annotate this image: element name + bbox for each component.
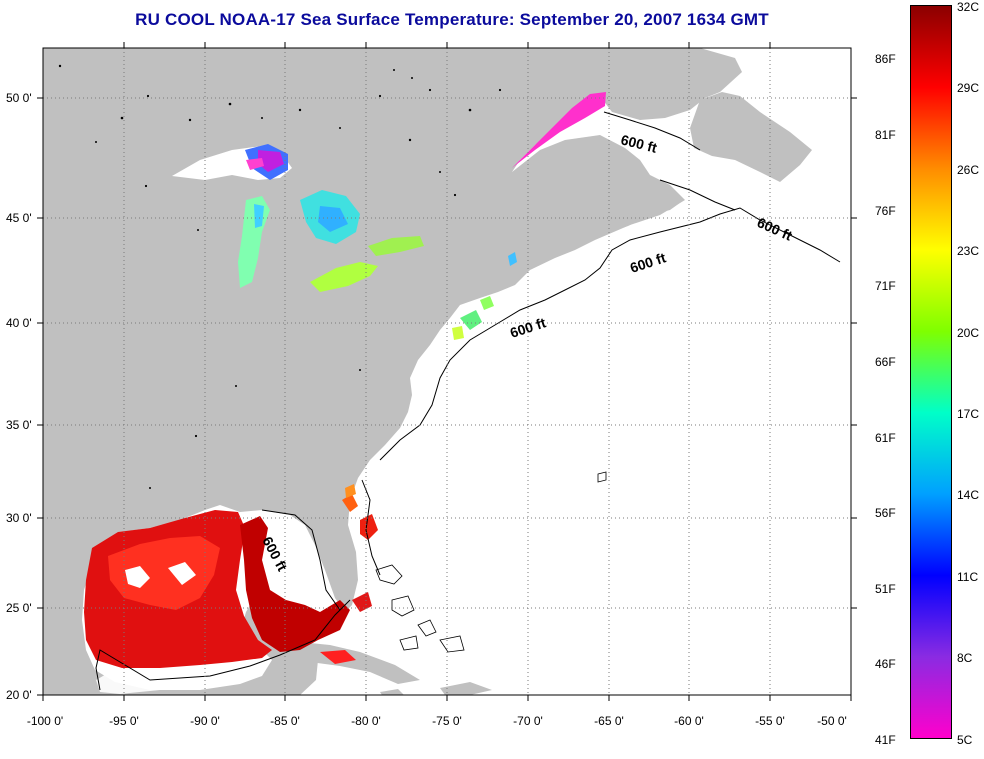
gulf-sst: [84, 484, 378, 694]
north-america-land: [43, 48, 742, 695]
lake-ontario: [368, 236, 424, 256]
lake-erie: [310, 262, 378, 292]
colorbar-f-label-61: 61F: [875, 431, 896, 445]
lon-label-100: -100 0': [26, 714, 64, 728]
lat-label-45: 45 0': [6, 211, 32, 225]
colorbar-f-label-51: 51F: [875, 582, 896, 596]
colorbar-c-label-11: 11C: [957, 570, 979, 584]
lat-label-35: 35 0': [6, 418, 32, 432]
pei-land: [620, 176, 652, 186]
lon-label-70: -70 0': [513, 714, 543, 728]
lon-label-55: -55 0': [755, 714, 785, 728]
colorbar-c-label-32: 32C: [957, 0, 980, 14]
colorbar-c-label-20: 20C: [957, 326, 980, 340]
colorbar-c-label-26: 26C: [957, 163, 980, 177]
temperature-colorbar: [910, 5, 952, 739]
lat-label-50: 50 0': [6, 91, 32, 105]
st-lawrence-sst: [512, 92, 606, 168]
cuba-land: [270, 642, 420, 684]
lat-label-25: 25 0': [6, 601, 32, 615]
coastal-sst-specks: [452, 252, 517, 340]
lon-label-90: -90 0': [190, 714, 220, 728]
colorbar-f-label-71: 71F: [875, 279, 896, 293]
hispaniola-land: [440, 682, 492, 695]
colorbar-f-label-46: 46F: [875, 657, 896, 671]
lon-label-85: -85 0': [270, 714, 300, 728]
lon-label-95: -95 0': [109, 714, 139, 728]
lat-label-40: 40 0': [6, 316, 32, 330]
axis-ticks: [37, 42, 857, 701]
lat-label-30: 30 0': [6, 511, 32, 525]
colorbar-c-label-5: 5C: [957, 733, 973, 747]
jamaica-land: [380, 689, 404, 695]
colorbar-c-label-17: 17C: [957, 407, 980, 421]
isobath-lines: [95, 111, 841, 691]
lon-label-65: -65 0': [594, 714, 624, 728]
graticule: [43, 48, 851, 695]
colorbar-c-label-14: 14C: [957, 488, 980, 502]
nova-scotia-land: [600, 192, 684, 232]
colorbar-c-label-8: 8C: [957, 651, 973, 665]
lon-label-50: -50 0': [817, 714, 847, 728]
newfoundland-land: [690, 92, 812, 182]
lon-label-80: -80 0': [351, 714, 381, 728]
lon-label-75: -75 0': [432, 714, 462, 728]
bahamas-outline: [375, 471, 607, 653]
colorbar-f-label-81: 81F: [875, 128, 896, 142]
colorbar-f-label-86: 86F: [875, 52, 896, 66]
colorbar-f-label-76: 76F: [875, 204, 896, 218]
colorbar-f-label-56: 56F: [875, 506, 896, 520]
lon-label-60: -60 0': [674, 714, 704, 728]
colorbar-f-label-66: 66F: [875, 355, 896, 369]
map-title: RU COOL NOAA-17 Sea Surface Temperature:…: [135, 10, 769, 29]
colorbar-f-label-41: 41F: [875, 733, 896, 747]
great-lakes: [172, 144, 424, 292]
colorbar-c-label-23: 23C: [957, 244, 980, 258]
colorbar-c-label-29: 29C: [957, 81, 980, 95]
lat-label-20: 20 0': [6, 688, 32, 702]
inland-water-specks: [58, 64, 502, 489]
